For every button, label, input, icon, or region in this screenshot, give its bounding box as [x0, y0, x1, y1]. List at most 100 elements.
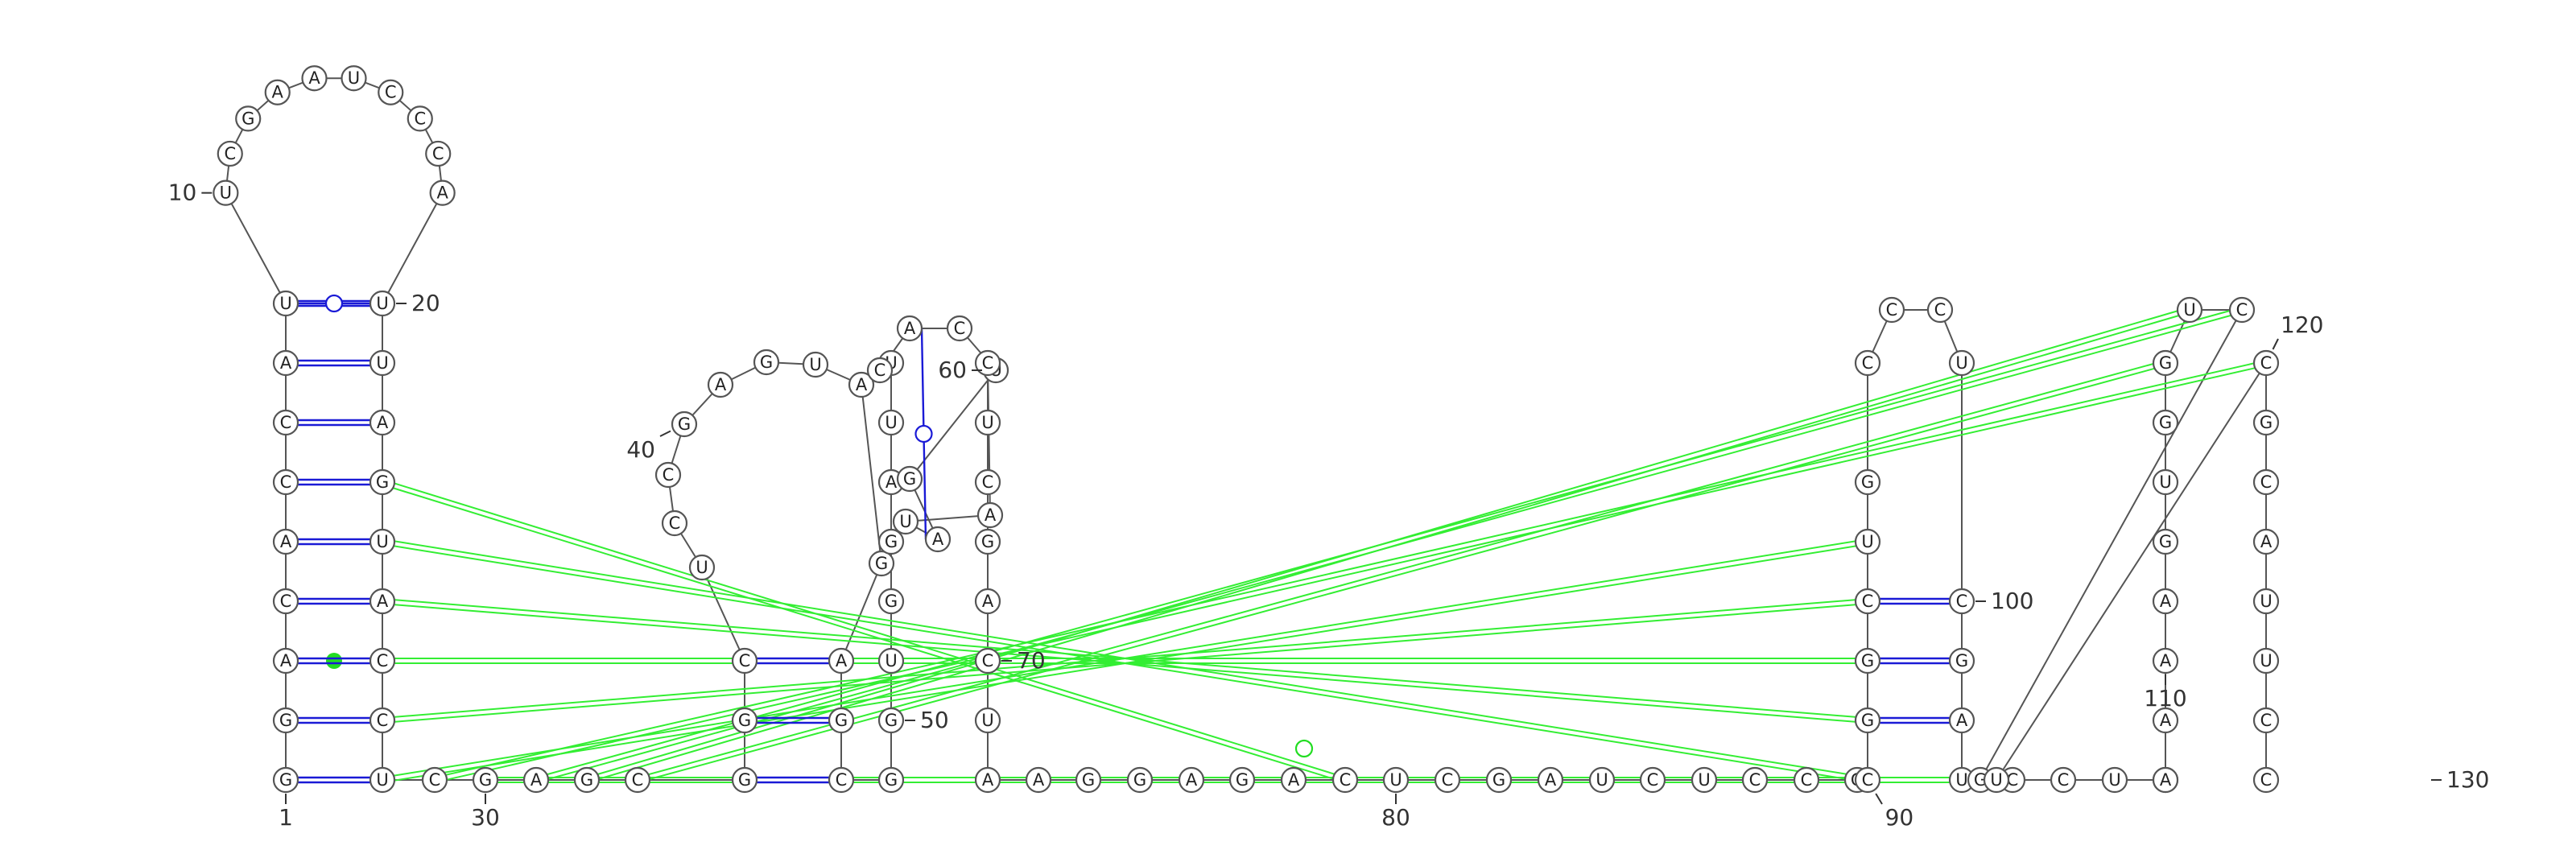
nucleotide-circle [272, 707, 299, 734]
nucleotide-letter: C [280, 472, 292, 492]
nucleotide-letter: A [886, 472, 898, 492]
nucleotide-circle [2252, 349, 2280, 377]
nucleotide-circle [369, 290, 396, 317]
nucleotide-letter: U [220, 184, 232, 203]
nucleotide-49: G [877, 766, 905, 794]
nucleotide-109: A [2152, 707, 2179, 734]
nucleotide-48: C [828, 766, 855, 794]
nucleotide-90: C [1854, 766, 1881, 794]
nucleotide-20: U [369, 290, 396, 317]
nucleotide-circle [974, 528, 1001, 555]
nucleotide-105: C [2050, 766, 2077, 794]
nucleotide-87: C [1741, 766, 1769, 794]
nucleotide-circle [272, 766, 299, 794]
nucleotide-letter: U [2108, 770, 2120, 790]
nucleotide-92: G [1854, 647, 1881, 675]
nucleotide-circle [2152, 647, 2179, 675]
nucleotide-letter: G [1861, 711, 1874, 730]
nucleotide-10: U [213, 179, 239, 206]
nucleotide-circle [1948, 588, 1975, 615]
backbone-segment [382, 192, 444, 304]
position-label-30: 30 [471, 804, 500, 831]
nucleotide-letter: A [982, 770, 994, 790]
nucleotide-1: G [272, 766, 299, 794]
nucleotide-circle [828, 707, 855, 734]
nucleotide-37: U [688, 554, 716, 581]
nucleotide-letter: U [1990, 770, 2002, 790]
nucleotide-19: A [429, 179, 456, 206]
nucleotide-letter: C [2007, 770, 2019, 790]
nucleotide-84: U [1588, 766, 1616, 794]
nucleotide-letter: C [954, 319, 966, 338]
nucleotide-96: C [1854, 349, 1881, 377]
nucleotide-circle [369, 528, 396, 555]
nucleotide-circle [369, 707, 396, 734]
nucleotide-letter: G [903, 469, 916, 489]
nucleotide-circle [828, 766, 855, 794]
nucleotide-circle [1854, 707, 1881, 734]
nucleotide-circle [1948, 349, 1975, 377]
nucleotide-57: C [866, 357, 894, 384]
position-label-130: 130 [2446, 766, 2489, 793]
nucleotide-letter: A [377, 592, 389, 611]
nucleotide-91: G [1854, 707, 1881, 734]
nucleotide-70: C [974, 647, 1001, 675]
nucleotide-65: C [974, 349, 1001, 377]
nucleotide-64: A [976, 501, 1004, 529]
nucleotide-circle [1854, 647, 1881, 675]
nucleotide-circle [2252, 766, 2280, 794]
nucleotide-75: G [1126, 766, 1154, 794]
nucleotide-circle [341, 65, 367, 92]
nucleotide-letter: U [2159, 472, 2171, 492]
position-label-80: 80 [1381, 804, 1410, 831]
tertiary-interaction-line [434, 360, 2266, 779]
nucleotide-30: G [472, 766, 499, 794]
nucleotide-121: G [2252, 409, 2280, 436]
nucleotide-circle [753, 349, 780, 376]
nucleotide-39: C [654, 461, 682, 489]
nucleotide-69: A [974, 588, 1001, 615]
nucleotide-letter: A [1033, 770, 1045, 790]
nucleotide-letter: U [376, 532, 388, 551]
nucleotide-letter: C [1862, 592, 1874, 611]
nucleotide-letter: U [885, 651, 897, 670]
tertiary-interaction-line [587, 311, 2191, 783]
nucleotide-letter: U [981, 413, 993, 432]
nucleotide-letter: G [242, 109, 254, 128]
nucleotide-24: U [369, 528, 396, 555]
backbone-segment [840, 563, 882, 662]
nucleotide-71: U [974, 707, 1001, 734]
nucleotide-circle [2152, 468, 2179, 496]
nucleotide-circle [654, 461, 682, 489]
nucleotide-83: A [1537, 766, 1564, 794]
nucleotide-circle [924, 526, 952, 553]
nucleotide-letter: G [885, 592, 898, 611]
tertiary-interaction-line [382, 538, 1868, 779]
nucleotide-circle [848, 371, 875, 398]
nucleotide-letter: C [2260, 472, 2273, 492]
position-label-60: 60 [938, 357, 967, 383]
nucleotide-circle [369, 766, 396, 794]
nucleotide-letter: A [2160, 711, 2172, 730]
nucleotide-circle [1690, 766, 1718, 794]
nucleotide-letter: A [436, 184, 448, 203]
nucleotide-letter: C [2260, 770, 2273, 790]
nucleotide-circle [866, 357, 894, 384]
nucleotide-50: G [877, 707, 905, 734]
nucleotide-61: G [896, 465, 923, 493]
nucleotide-108: A [2152, 766, 2179, 794]
position-label-70: 70 [1017, 647, 1046, 674]
tertiary-interaction-line [382, 543, 1868, 783]
nucleotide-99: U [1948, 349, 1975, 377]
nucleotide-letter: C [1956, 592, 1968, 611]
nucleotide-125: U [2252, 647, 2280, 675]
nucleotide-letter: G [1861, 472, 1874, 492]
nucleotide-circle [1983, 766, 2010, 794]
nucleotide-letter: G [678, 415, 691, 434]
position-tick [1875, 793, 1883, 805]
nucleotide-letter: U [1389, 770, 1402, 790]
nucleotide-letter: C [982, 472, 994, 492]
